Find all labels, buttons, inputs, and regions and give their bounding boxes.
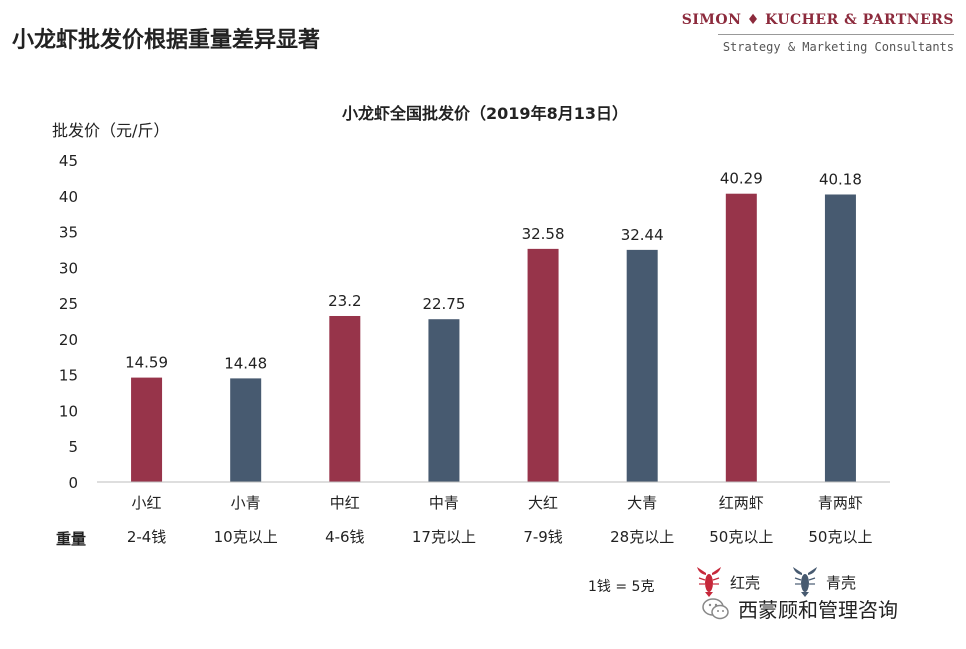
footnote: 1钱 = 5克 [588, 579, 655, 595]
x-tick-label: 红两虾 [719, 494, 764, 512]
bar [725, 193, 757, 482]
brand-divider [718, 34, 954, 35]
brand-tagline: Strategy & Marketing Consultants [722, 40, 954, 54]
y-tick-label: 40 [59, 188, 78, 206]
weight-label: 4-6钱 [325, 528, 365, 546]
bar [527, 248, 559, 482]
data-label: 14.48 [224, 354, 267, 372]
bar [131, 377, 163, 482]
bar [824, 194, 856, 482]
y-tick-label: 30 [59, 259, 78, 277]
brand-name: SIMON ♦ KUCHER & PARTNERS [681, 12, 954, 28]
chart-title: 小龙虾全国批发价（2019年8月13日） [342, 104, 628, 123]
blue-crayfish-icon [793, 567, 817, 597]
weight-label: 7-9钱 [523, 528, 563, 546]
y-tick-label: 20 [59, 331, 78, 349]
red-crayfish-icon [697, 567, 721, 597]
x-tick-label: 大青 [627, 494, 657, 512]
weight-label: 50克以上 [709, 528, 773, 546]
weight-label: 17克以上 [412, 528, 476, 546]
bar [626, 249, 658, 482]
bar [230, 378, 262, 482]
page-title: 小龙虾批发价根据重量差异显著 [12, 27, 321, 53]
data-label: 22.75 [422, 295, 465, 313]
brand-logo: SIMON ♦ KUCHER & PARTNERS Strategy & Mar… [682, 12, 954, 54]
bar [329, 315, 361, 482]
y-tick-label: 45 [59, 152, 78, 170]
watermark-text: 西蒙顾和管理咨询 [738, 598, 898, 622]
wechat-icon [702, 597, 729, 619]
x-tick-label: 青两虾 [818, 494, 863, 512]
y-tick-label: 25 [59, 295, 78, 313]
y-tick-label: 35 [59, 224, 78, 242]
y-tick-label: 10 [59, 402, 78, 420]
data-label: 40.29 [720, 170, 763, 188]
y-tick-label: 15 [59, 367, 78, 385]
x-tick-label: 小红 [132, 494, 162, 512]
watermark: 西蒙顾和管理咨询 [702, 594, 898, 623]
legend-label-red: 红壳 [730, 573, 761, 592]
data-label: 32.58 [522, 225, 565, 243]
data-label: 40.18 [819, 170, 862, 188]
legend-item-red: 红壳 [694, 566, 760, 598]
x-tick-label: 小青 [231, 494, 261, 512]
weight-row-label: 重量 [56, 530, 87, 548]
bar [428, 319, 460, 482]
data-label: 23.2 [328, 292, 361, 310]
legend-item-blue: 青壳 [790, 566, 856, 598]
weight-label: 28克以上 [610, 528, 674, 546]
weight-label: 2-4钱 [127, 528, 167, 546]
y-tick-label: 0 [68, 474, 78, 492]
data-label: 14.59 [125, 354, 168, 372]
y-tick-label: 5 [68, 438, 78, 456]
legend-label-blue: 青壳 [826, 573, 857, 592]
x-tick-label: 中红 [330, 494, 360, 512]
y-axis-label: 批发价（元/斤） [52, 121, 169, 140]
data-label: 32.44 [621, 226, 664, 244]
weight-label: 10克以上 [214, 528, 278, 546]
weight-label: 50克以上 [808, 528, 872, 546]
x-tick-label: 中青 [429, 494, 459, 512]
x-tick-label: 大红 [528, 494, 558, 512]
